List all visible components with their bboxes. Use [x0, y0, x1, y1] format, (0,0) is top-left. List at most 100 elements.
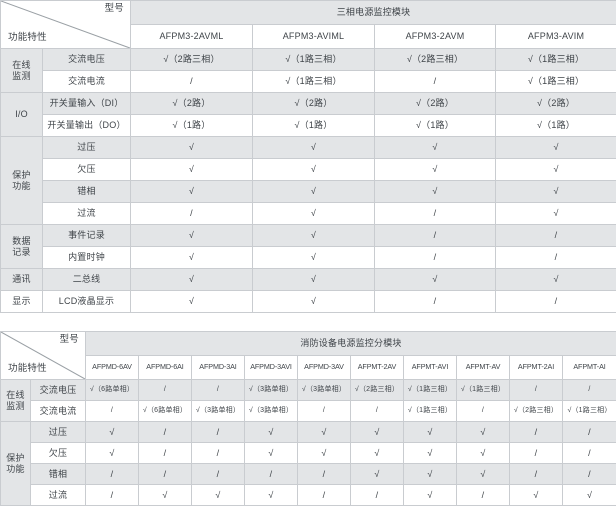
- table1-column-header-3: AFPM3-AVIM: [494, 24, 616, 49]
- table1-cell-5-0-0: √: [130, 290, 253, 313]
- table1-cell-5-0-3: /: [494, 290, 616, 313]
- table1-cell-0-1-3: √（1路三相）: [494, 70, 616, 93]
- table2-cell-0-0-4: √（3路单相）: [297, 379, 351, 401]
- corner-diagonal-line: [1, 332, 85, 379]
- table-row: 欠压 √ / / √ √ √ √ √ / /: [1, 442, 616, 464]
- table1-row-label-2-2: 错相: [42, 180, 131, 203]
- table1-feature-label: 功能特性: [8, 32, 47, 44]
- table1-cell-1-0-3: √（2路）: [494, 92, 616, 115]
- table1-row-label-1-0: 开关量输入（DI）: [42, 92, 131, 115]
- table2-cell-1-0-4: √: [297, 421, 351, 443]
- table2-cell-0-0-6: √（1路三相）: [403, 379, 457, 401]
- table2-column-header-1: AFPMD-6AI: [138, 355, 192, 380]
- table2-cell-1-3-3: √: [244, 484, 298, 506]
- table2-cell-0-0-3: √（3路单相）: [244, 379, 298, 401]
- table1-row-label-3-0: 事件记录: [42, 224, 131, 247]
- table2-cell-1-2-1: /: [138, 463, 192, 485]
- table2-column-header-4: AFPMD-3AV: [297, 355, 351, 380]
- table1-cell-1-0-0: √（2路）: [130, 92, 253, 115]
- table2-cell-1-2-9: /: [561, 463, 616, 485]
- table1-cell-3-1-0: √: [130, 246, 253, 269]
- table1-cell-1-0-1: √（2路）: [252, 92, 375, 115]
- table1-cell-4-0-2: √: [374, 268, 496, 291]
- table-row: 欠压 √ √ √ √: [1, 158, 616, 181]
- table-row: 交流电流 / √（1路三相） / √（1路三相）: [1, 70, 616, 93]
- table1-group-io: I/O: [0, 92, 43, 137]
- table1-cell-1-1-0: √（1路）: [130, 114, 253, 137]
- table1-cell-2-0-3: √: [494, 136, 616, 159]
- table2-group-protection: 保护 功能: [0, 421, 31, 506]
- table1-cell-2-1-0: √: [130, 158, 253, 181]
- table2-cell-1-3-0: /: [85, 484, 139, 506]
- table-row: I/O 开关量输入（DI） √（2路） √（2路） √（2路） √（2路）: [0, 92, 616, 137]
- table-row: 保护 功能 过压 √ / / √ √ √ √ √ / /: [0, 421, 616, 506]
- table2-cell-0-0-1: /: [138, 379, 192, 401]
- table2-cell-1-3-1: √: [138, 484, 192, 506]
- table-row: 交流电流 / √（6路单相） √（3路单相） √（3路单相） / / √（1路三…: [1, 400, 616, 422]
- table1-cell-4-0-0: √: [130, 268, 253, 291]
- table1-cell-2-2-0: √: [130, 180, 253, 203]
- table2-cell-1-0-2: /: [191, 421, 245, 443]
- table2-cell-0-1-6: √（1路三相）: [403, 400, 457, 422]
- table1-row-label-2-0: 过压: [42, 136, 131, 159]
- table2-cell-0-1-9: √（1路三相）: [561, 400, 616, 422]
- table2-cell-1-1-4: √: [297, 442, 351, 464]
- table2-cell-1-2-6: √: [403, 463, 457, 485]
- table2-model-row: AFPMD-6AV AFPMD-6AI AFPMD-3AI AFPMD-3AVI…: [1, 355, 616, 380]
- table1-cell-0-0-0: √（2路三相）: [130, 48, 253, 71]
- table2-cell-1-1-0: √: [85, 442, 139, 464]
- table1-cell-1-1-1: √（1路）: [252, 114, 375, 137]
- table2-column-header-2: AFPMD-3AI: [191, 355, 245, 380]
- table1-cell-3-0-1: √: [252, 224, 375, 247]
- table1-cell-2-3-2: /: [374, 202, 496, 225]
- table1-cell-3-0-2: /: [374, 224, 496, 247]
- table-row: 过流 / √ / √: [1, 202, 616, 225]
- table-row: 错相 √ √ √ √: [1, 180, 616, 203]
- table1-title: 三相电源监控模块: [129, 0, 616, 25]
- table2-cell-1-1-7: √: [456, 442, 510, 464]
- table2-cell-1-3-2: √: [191, 484, 245, 506]
- table1-cell-2-0-2: √: [374, 136, 496, 159]
- table1-cell-5-0-2: /: [374, 290, 496, 313]
- table1-corner-cell: 型号 功能特性: [0, 0, 131, 49]
- table2-cell-0-1-3: √（3路单相）: [244, 400, 298, 422]
- table1-group-online-monitoring: 在线 监测: [0, 48, 43, 93]
- table-row: 通讯 二总线 √ √ √ √: [0, 268, 616, 291]
- table2-cell-1-3-9: √: [561, 484, 616, 506]
- corner-diagonal-line: [1, 1, 130, 48]
- table1-cell-3-1-2: /: [374, 246, 496, 269]
- table2-cell-1-1-3: √: [244, 442, 298, 464]
- table1-cell-2-2-1: √: [252, 180, 375, 203]
- table2-title: 消防设备电源监控分模块: [84, 331, 616, 356]
- table-row: 显示 LCD液晶显示 √ √ / /: [0, 290, 616, 313]
- table2-cell-0-1-4: /: [297, 400, 351, 422]
- table1-cell-0-1-1: √（1路三相）: [252, 70, 375, 93]
- table2-cell-0-1-8: √（2路三相）: [509, 400, 563, 422]
- table-row: 保护 功能 过压 √ √ √ √: [0, 136, 616, 225]
- table2-row-label-0-0: 交流电压: [30, 379, 86, 401]
- table1-cell-2-1-3: √: [494, 158, 616, 181]
- table-row: 过流 / √ √ √ / / √ / √ √: [1, 484, 616, 506]
- table2-cell-0-1-5: /: [350, 400, 404, 422]
- table1-row-label-2-3: 过流: [42, 202, 131, 225]
- table1-cell-4-0-3: √: [494, 268, 616, 291]
- table2-cell-1-1-9: /: [561, 442, 616, 464]
- table2-column-header-6: AFPMT-AVI: [403, 355, 457, 380]
- table2-cell-1-0-3: √: [244, 421, 298, 443]
- table1-cell-4-0-1: √: [252, 268, 375, 291]
- table1-cell-2-0-1: √: [252, 136, 375, 159]
- table2-cell-1-0-0: √: [85, 421, 139, 443]
- table1-header-title-row: 型号 功能特性 三相电源监控模块: [0, 0, 616, 49]
- table1-row-label-1-1: 开关量输出（DO）: [42, 114, 131, 137]
- table1-cell-2-3-1: √: [252, 202, 375, 225]
- table-separator-gap: [0, 313, 616, 331]
- table2-column-header-5: AFPMT-2AV: [350, 355, 404, 380]
- table-fire-equipment-power-monitoring-sub-module: 型号 功能特性 消防设备电源监控分模块 AFPMD-6AV AFPMD-6AI …: [0, 331, 616, 506]
- table2-column-header-3: AFPMD-3AVI: [244, 355, 298, 380]
- table1-cell-2-2-2: √: [374, 180, 496, 203]
- table2-cell-0-0-5: √（2路三相）: [350, 379, 404, 401]
- table1-row-label-0-0: 交流电压: [42, 48, 131, 71]
- table2-row-label-1-1: 欠压: [30, 442, 86, 464]
- table1-group-protection: 保护 功能: [0, 136, 43, 225]
- table2-cell-1-0-7: √: [456, 421, 510, 443]
